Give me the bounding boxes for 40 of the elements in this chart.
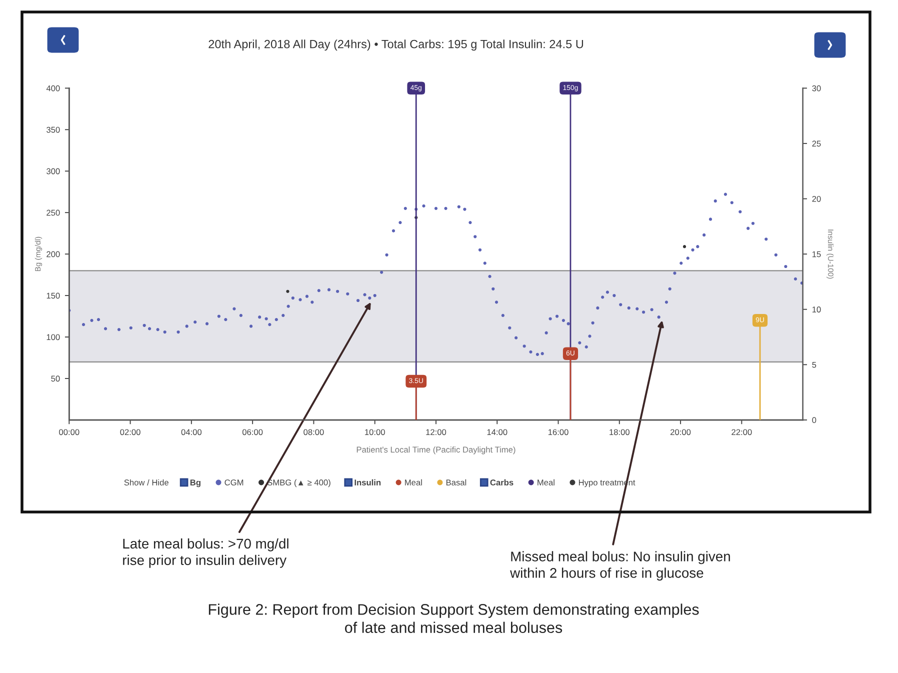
y-tick-label: 50: [51, 376, 60, 382]
x-tick-label: 00:00: [59, 429, 80, 436]
y2-tick-label: 5: [812, 362, 816, 368]
annotation: Late meal bolus: >70 mg/dl rise prior to insulin delivery: [123, 538, 288, 568]
y-tick-label: 400: [46, 85, 60, 92]
x-tick-label: 06:00: [242, 429, 263, 436]
y2-tick-label: 10: [812, 306, 821, 312]
legend-label: Meal: [538, 479, 554, 486]
caption: Figure 2: Report from Decision Support System demonstrating examples of late and missed meal boluses: [208, 604, 699, 633]
x-tick-label: 14:00: [487, 429, 508, 436]
y2-tick-label: 25: [812, 140, 821, 147]
x-tick-label: 04:00: [181, 429, 202, 436]
x-tick-label: 16:00: [548, 429, 568, 436]
y-tick-label: 350: [46, 126, 60, 133]
x-tick-label: 02:00: [120, 429, 140, 436]
legend-label: Basal: [446, 479, 466, 486]
y2-tick-label: 30: [812, 85, 821, 92]
x-tick-label: 18:00: [610, 429, 630, 436]
text: Insulin: [354, 479, 381, 486]
legend-title: Show / Hide: [124, 479, 168, 486]
text: Bg: [190, 480, 200, 488]
legend-label: CGM: [224, 480, 244, 486]
y-tick-label: 250: [46, 210, 60, 216]
y2-tick-label: 0: [812, 417, 816, 424]
x-tick-label: 10:00: [365, 429, 385, 436]
y-tick-label: 300: [46, 168, 60, 174]
chart-title: 20th April, 2018 All Day (24hrs) • Total Carbs: 195 g Total Insulin: 24.5 U: [208, 40, 584, 51]
y-tick-label: 150: [46, 292, 60, 299]
x-tick-label: 12:00: [426, 429, 446, 436]
x-tick-label: 08:00: [304, 429, 324, 436]
y-tick-label: 200: [46, 251, 60, 258]
x-tick-label: 20:00: [670, 429, 691, 436]
x-tick-label: 22:00: [732, 429, 752, 436]
text: Carbs: [490, 479, 514, 486]
y-tick-label: 100: [46, 334, 60, 340]
legend-label: Meal: [405, 479, 422, 486]
annotation: Missed meal bolus: No insulin given within 2 hours of rise in glucose: [510, 551, 730, 581]
y2-tick-label: 15: [812, 251, 821, 258]
y2-tick-label: 20: [812, 196, 821, 202]
x-axis-title: Patient's Local Time (Pacific Daylight Time): [356, 446, 516, 454]
